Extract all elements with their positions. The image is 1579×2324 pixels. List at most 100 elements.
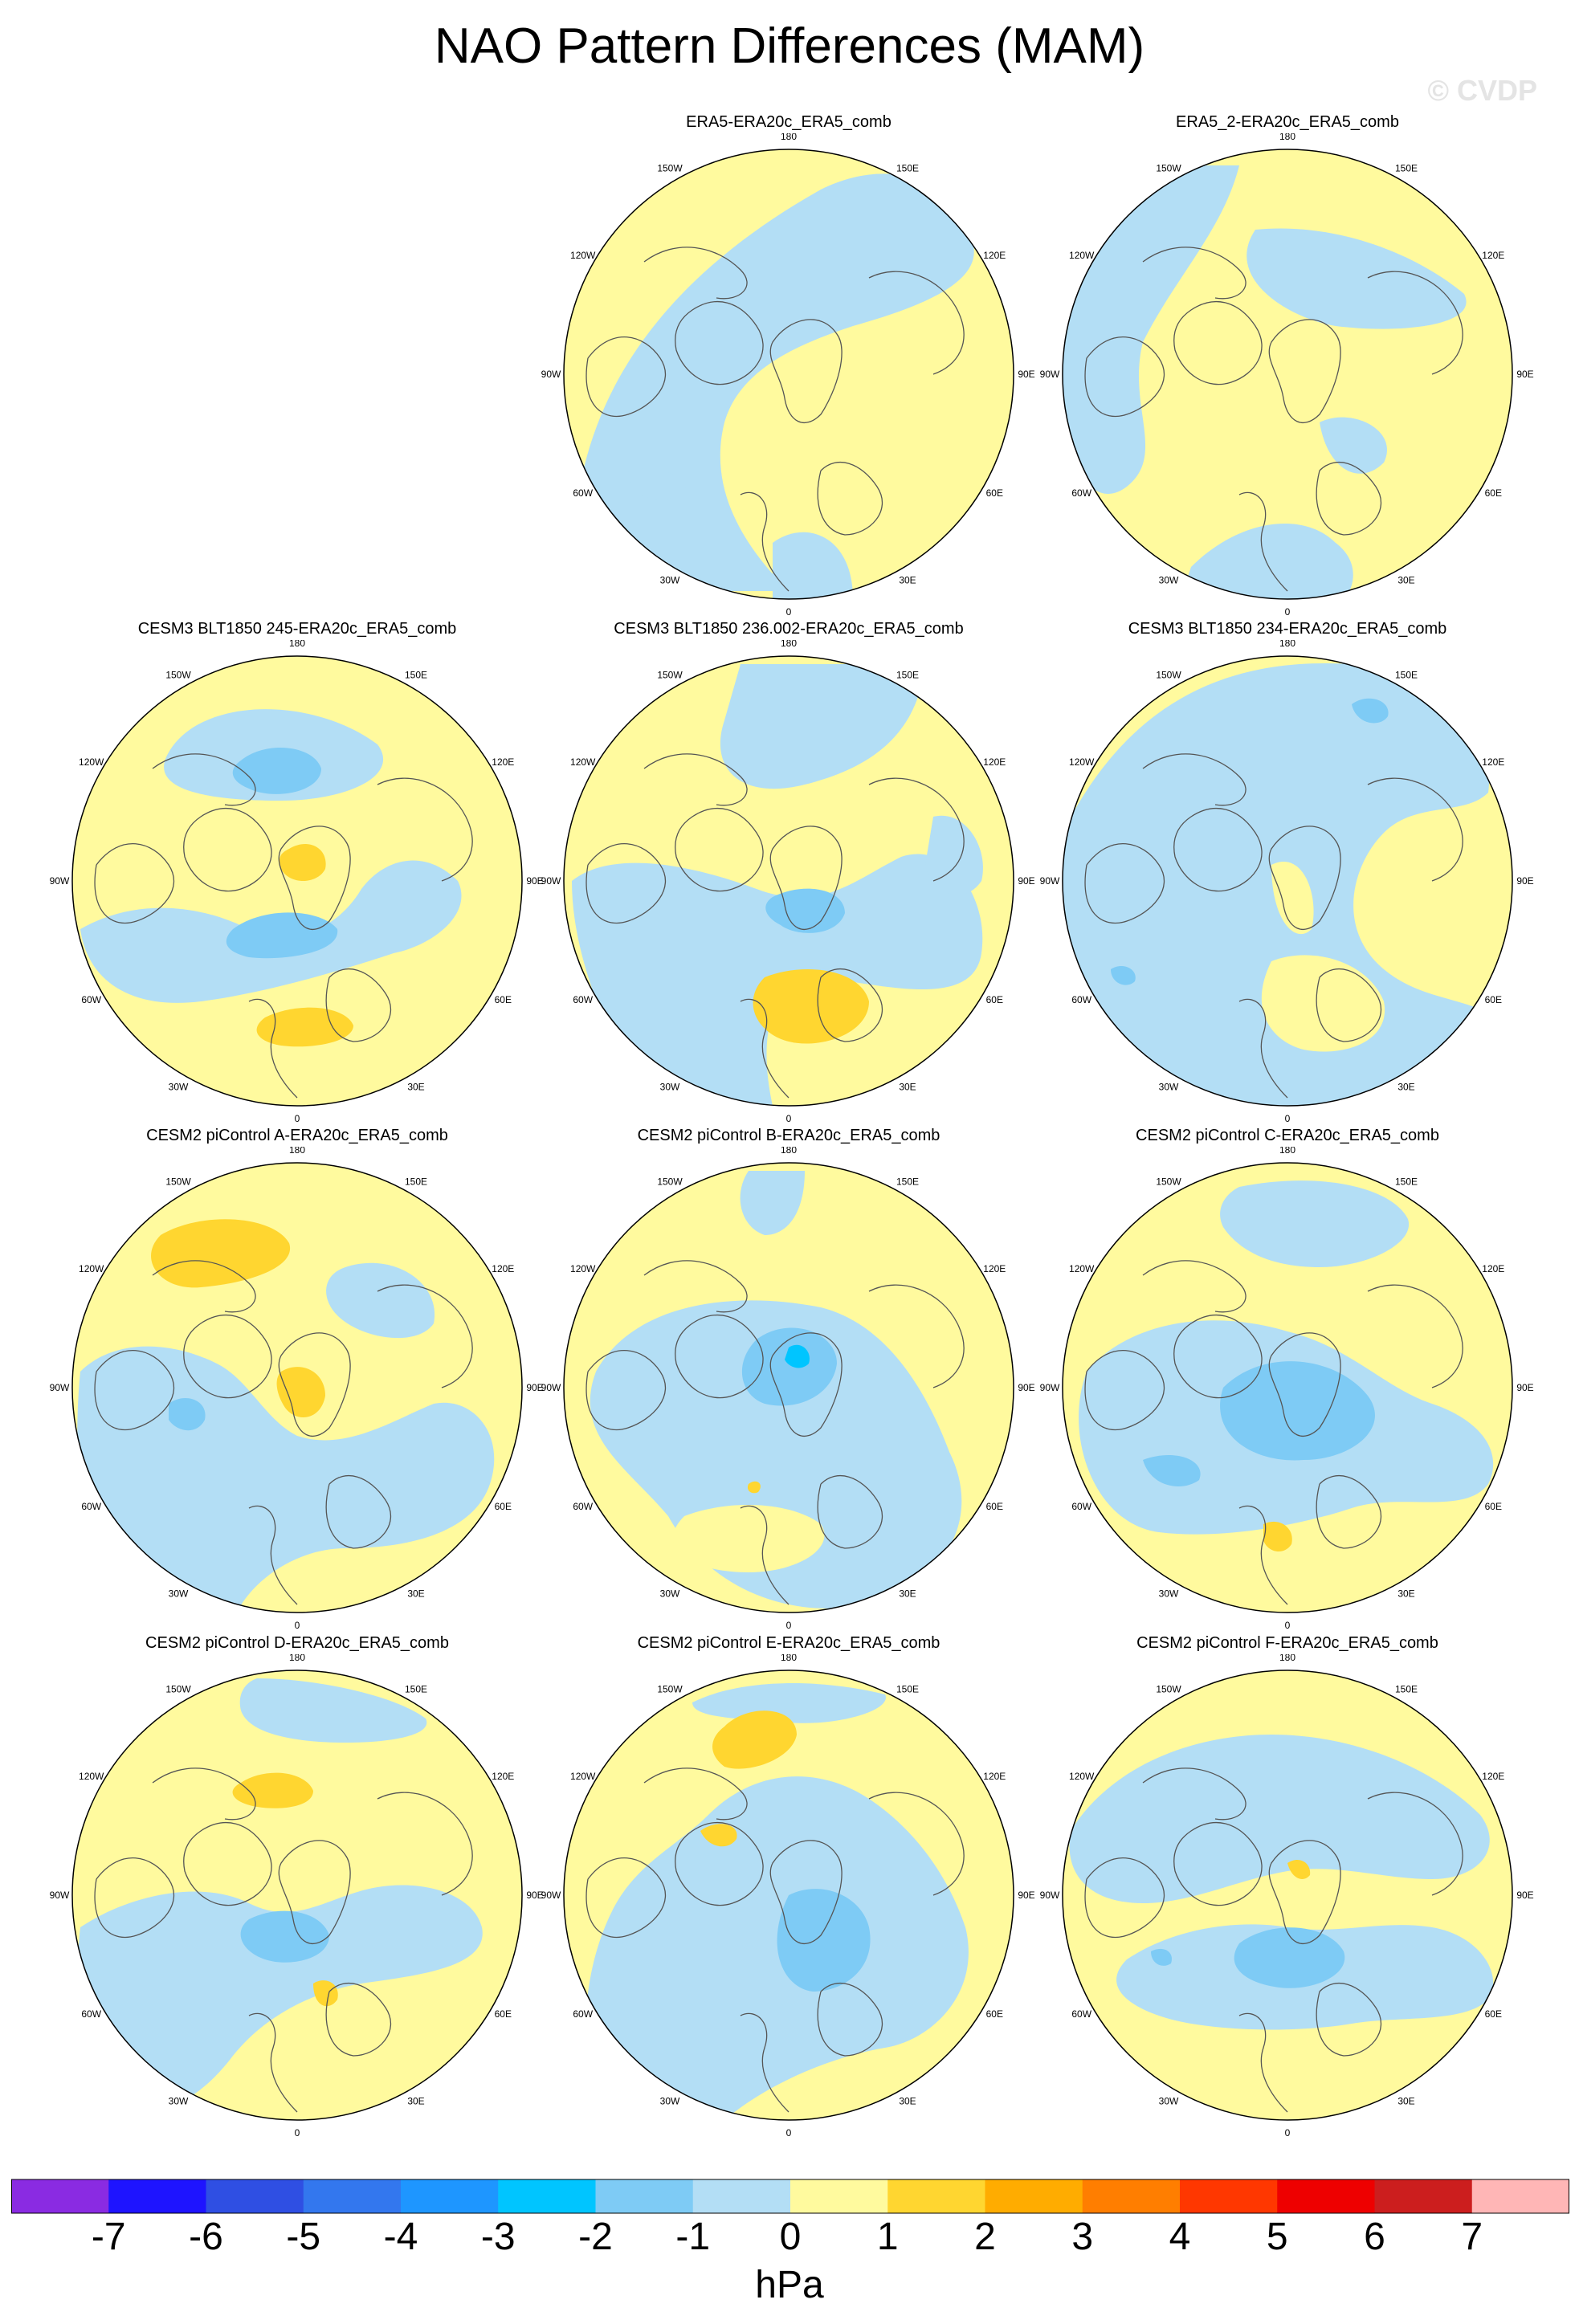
longitude-label: 60W	[573, 1501, 593, 1512]
contour-region	[1220, 1361, 1375, 1461]
coastline	[1142, 1260, 1246, 1313]
map-border	[1062, 149, 1513, 600]
longitude-label: 30W	[1159, 574, 1179, 585]
longitude-label: 30E	[1397, 574, 1414, 585]
coastline	[183, 1314, 272, 1399]
coastline	[278, 1840, 351, 1944]
longitude-label: 90E	[1516, 875, 1533, 887]
longitude-label: 180	[289, 1147, 305, 1156]
coastline	[1238, 2012, 1288, 2113]
longitude-label: 150E	[1395, 1684, 1418, 1695]
contour-region	[1261, 955, 1385, 1052]
longitude-label: 120E	[983, 1771, 1006, 1782]
contour-region	[1271, 862, 1314, 935]
contour-region	[151, 1219, 291, 1288]
longitude-label: 30E	[899, 1081, 916, 1092]
coastline	[1084, 336, 1165, 418]
longitude-label: 60E	[986, 994, 1003, 1005]
map-border	[1062, 655, 1513, 1107]
longitude-label: 120E	[983, 756, 1006, 768]
longitude-label: 90W	[1040, 1382, 1060, 1393]
panel-title: CESM3 BLT1850 236.002-ERA20c_ERA5_comb	[614, 620, 964, 638]
map-panel: CESM2 piControl D-ERA20c_ERA5_comb 180 150…	[48, 1633, 546, 2139]
coastline	[585, 1857, 666, 1939]
colorbar-swatch	[206, 2179, 304, 2213]
longitude-label: 60W	[573, 487, 593, 499]
longitude-label: 90E	[1516, 1382, 1533, 1393]
longitude-label: 90E	[1018, 369, 1034, 380]
contour-region	[240, 1910, 329, 1963]
colorbar-swatch	[1180, 2179, 1278, 2213]
coastline	[1316, 462, 1381, 536]
longitude-label: 150W	[1156, 1684, 1181, 1695]
longitude-label: 150W	[1156, 1176, 1181, 1188]
longitude-label: 60E	[495, 994, 512, 1005]
contour-region	[753, 969, 869, 1044]
longitude-label: 0	[1285, 1620, 1291, 1629]
coastline	[1316, 968, 1381, 1042]
longitude-label: 0	[786, 606, 792, 615]
map-border	[1062, 1162, 1513, 1613]
colorbar-units: hPa	[755, 2264, 824, 2306]
longitude-label: 90E	[1018, 1890, 1034, 1901]
longitude-label: 60W	[1071, 994, 1091, 1005]
longitude-label: 60W	[573, 994, 593, 1005]
coastline	[1316, 1475, 1381, 1549]
longitude-label: 90W	[541, 875, 561, 887]
coastline	[643, 247, 748, 300]
contour-region	[1352, 698, 1389, 724]
longitude-label: 90W	[50, 1890, 70, 1901]
longitude-label: 30E	[1397, 2095, 1414, 2106]
coastline	[183, 807, 272, 892]
longitude-label: 90W	[541, 1382, 561, 1393]
colorbar-tick: 0	[779, 2216, 802, 2258]
longitude-label: 150W	[1156, 163, 1181, 174]
longitude-label: 60E	[1485, 1501, 1502, 1512]
longitude-label: 150E	[1395, 163, 1418, 174]
longitude-label: 30E	[407, 2095, 424, 2106]
longitude-label: 90W	[541, 369, 561, 380]
coastline	[1142, 753, 1246, 806]
longitude-label: 120E	[492, 756, 514, 768]
coastline	[1367, 1284, 1463, 1388]
longitude-label: 60W	[81, 1501, 101, 1512]
colorbar-tick: -5	[286, 2216, 321, 2258]
longitude-label: 120W	[79, 1263, 104, 1274]
longitude-label: 150W	[657, 1684, 683, 1695]
polar-map: 180 150E 120E 90E 60E 30E 0 30W 60W 90W 120W 150W	[541, 640, 1035, 1122]
colorbar-swatch	[595, 2179, 694, 2213]
coastline	[1084, 1350, 1165, 1431]
longitude-label: 90W	[1040, 1890, 1060, 1901]
coastline	[94, 1350, 174, 1431]
coastline	[643, 1767, 748, 1820]
panel-title: CESM3 BLT1850 234-ERA20c_ERA5_comb	[1128, 620, 1447, 638]
longitude-label: 150E	[1395, 1176, 1418, 1188]
contour-region	[1143, 1455, 1201, 1486]
longitude-label: 150W	[165, 670, 191, 681]
colorbar-tick: 3	[1071, 2216, 1094, 2258]
panel-title: CESM2 piControl B-ERA20c_ERA5_comb	[637, 1127, 940, 1144]
colorbar-swatch	[692, 2179, 791, 2213]
longitude-label: 120W	[79, 756, 104, 768]
colorbar-swatch	[1374, 2179, 1473, 2213]
longitude-label: 60E	[986, 2008, 1003, 2020]
map-panel: CESM2 piControl A-ERA20c_ERA5_comb 180 150…	[48, 1126, 546, 1632]
contour-region	[326, 1262, 435, 1339]
longitude-label: 90E	[526, 875, 543, 887]
coastline	[1142, 1767, 1246, 1820]
colorbar-tick: 2	[974, 2216, 996, 2258]
contour-region	[777, 1889, 871, 1992]
coastline	[325, 1475, 391, 1549]
longitude-label: 30W	[660, 574, 680, 585]
longitude-label: 90E	[1516, 369, 1533, 380]
longitude-label: 120W	[570, 1771, 596, 1782]
longitude-label: 120W	[570, 756, 596, 768]
coastline	[94, 1857, 174, 1939]
longitude-label: 0	[1285, 2127, 1291, 2136]
longitude-label: 90W	[541, 1890, 561, 1901]
contour-region	[313, 1980, 338, 2007]
longitude-label: 120W	[1069, 1263, 1095, 1274]
polar-map: 180 150E 120E 90E 60E 30E 0 30W 60W 90W 120W 150W	[50, 640, 544, 1122]
coastline	[1173, 1314, 1263, 1399]
coastline	[1238, 1505, 1288, 1605]
